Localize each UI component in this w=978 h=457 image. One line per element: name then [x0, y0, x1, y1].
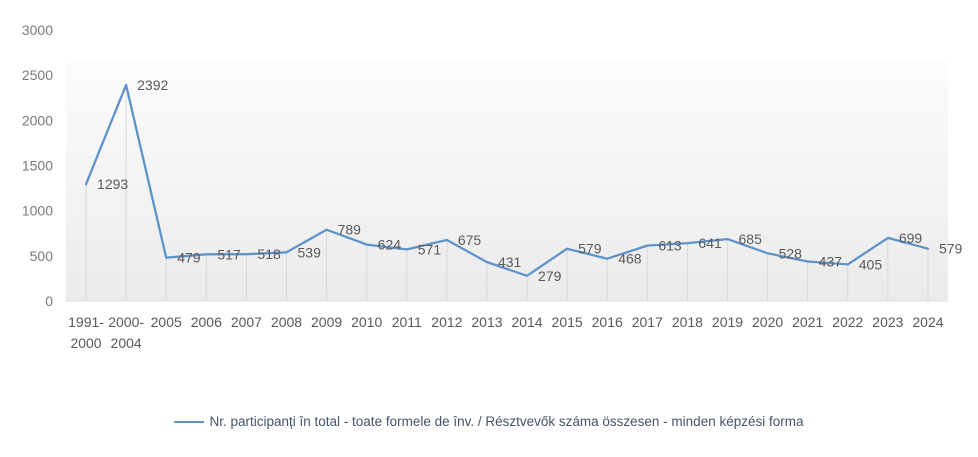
- data-label: 675: [458, 232, 482, 248]
- x-axis-tick-label: 2008: [271, 314, 302, 330]
- x-axis-tick-label: 2019: [712, 314, 743, 330]
- data-label: 468: [618, 251, 642, 267]
- data-label: 579: [939, 241, 963, 257]
- x-axis-tick-label: 2017: [632, 314, 663, 330]
- data-label: 613: [658, 238, 682, 254]
- x-axis-tick-label: 2009: [311, 314, 342, 330]
- x-axis-tick-label: 2015: [552, 314, 583, 330]
- data-label: 579: [578, 241, 602, 257]
- x-axis-tick-label: 2012: [431, 314, 462, 330]
- x-axis-tick-label: 2016: [592, 314, 623, 330]
- y-axis-tick-label: 1500: [22, 158, 53, 174]
- plot-area: 0 500 1000 1500 2000 2500 3000 1293 2392 479 517 51…: [22, 22, 963, 351]
- y-axis-tick-label: 3000: [22, 22, 53, 38]
- data-label: 518: [257, 246, 281, 262]
- data-label: 479: [177, 250, 201, 266]
- x-axis-tick-label: 2018: [672, 314, 703, 330]
- x-axis-tick-label: 2011: [392, 314, 422, 330]
- data-label: 624: [378, 237, 402, 253]
- x-axis-tick-label: 2000-: [108, 314, 144, 330]
- y-axis-tick-label: 0: [45, 293, 53, 309]
- legend[interactable]: Nr. participanți în total - toate formel…: [0, 414, 978, 429]
- x-axis-tick-label: 2005: [151, 314, 182, 330]
- x-axis-tick-label: 2010: [351, 314, 382, 330]
- x-axis-tick-label: 2013: [471, 314, 502, 330]
- y-axis-tick-label: 2000: [22, 112, 53, 128]
- legend-label: Nr. participanți în total - toate formel…: [209, 414, 804, 429]
- data-label: 431: [498, 254, 522, 270]
- data-label: 571: [418, 241, 442, 257]
- data-series-line[interactable]: [84, 83, 930, 277]
- data-label: 517: [217, 246, 241, 262]
- data-label: 437: [819, 254, 843, 270]
- data-label: 528: [779, 245, 803, 261]
- y-axis-tick-label: 2500: [22, 67, 53, 83]
- x-axis-tick-label: 2020: [752, 314, 783, 330]
- x-axis-tick-label: 2024: [912, 314, 943, 330]
- data-label: 685: [739, 231, 763, 247]
- data-label: 699: [899, 230, 923, 246]
- data-label: 641: [698, 235, 722, 251]
- x-axis-tick-label: 2000: [70, 335, 101, 351]
- x-axis-tick-label: 2023: [872, 314, 903, 330]
- x-axis-tick-label: 2004: [111, 335, 142, 351]
- y-axis-tick-label: 1000: [22, 203, 53, 219]
- x-axis-tick-label: 2022: [832, 314, 863, 330]
- data-label: 539: [298, 244, 322, 260]
- x-axis-tick-label: 2006: [191, 314, 222, 330]
- data-label: 1293: [97, 176, 128, 192]
- data-label: 2392: [137, 77, 168, 93]
- data-label: 405: [859, 256, 883, 272]
- legend-line-marker: [174, 420, 205, 423]
- data-label: 789: [338, 222, 362, 238]
- y-axis-tick-label: 500: [30, 248, 54, 264]
- x-axis-tick-label: 1991-: [68, 314, 104, 330]
- x-axis-tick-label: 2007: [231, 314, 262, 330]
- x-axis-tick-label: 2021: [792, 314, 823, 330]
- x-axis-tick-label: 2014: [511, 314, 542, 330]
- data-label: 279: [538, 268, 562, 284]
